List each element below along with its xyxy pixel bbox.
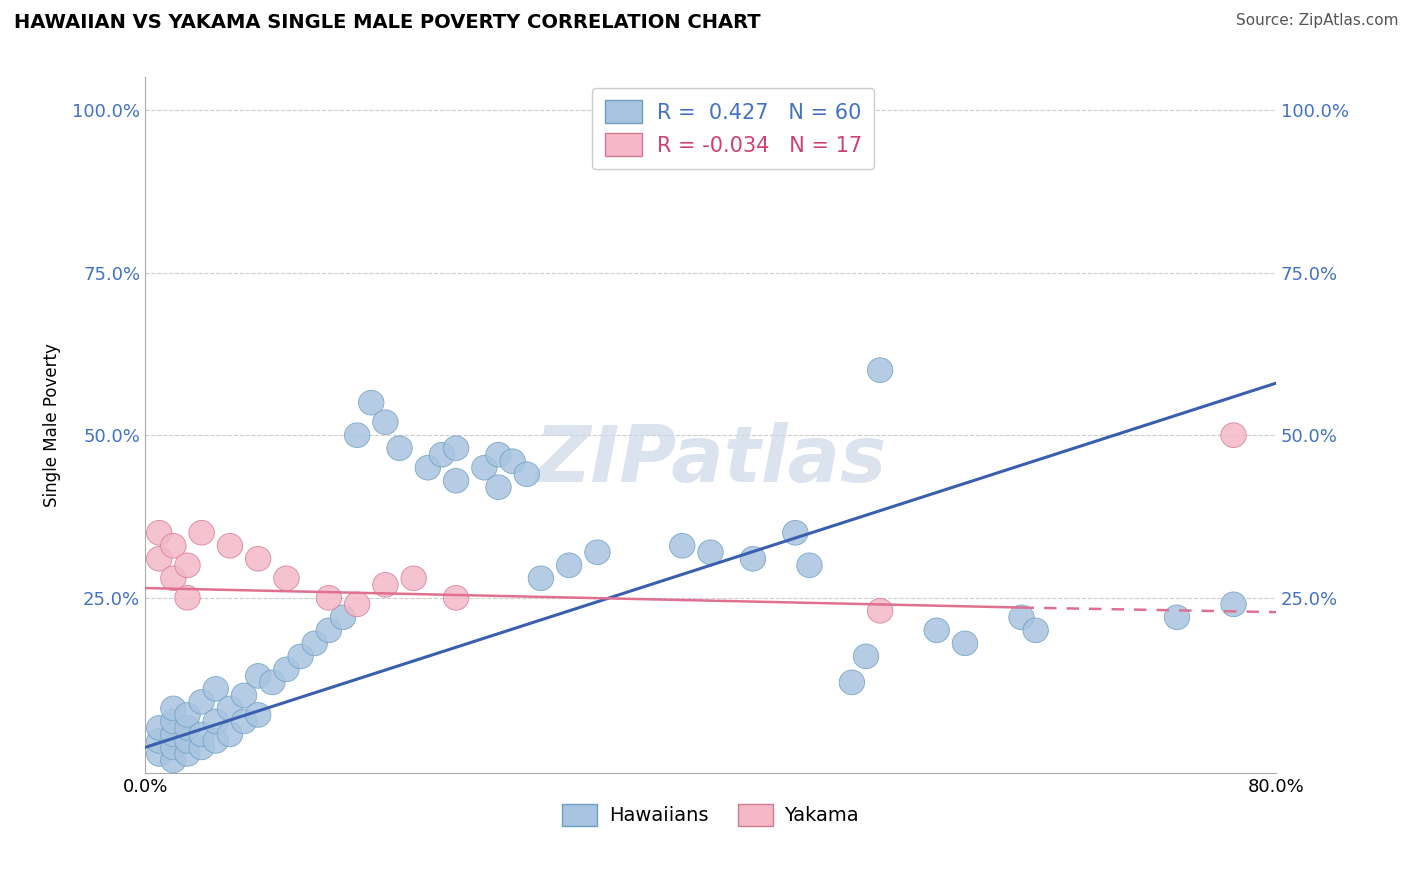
Ellipse shape bbox=[669, 533, 695, 558]
Ellipse shape bbox=[188, 520, 214, 545]
Ellipse shape bbox=[217, 722, 243, 747]
Ellipse shape bbox=[160, 735, 186, 760]
Ellipse shape bbox=[401, 566, 426, 591]
Ellipse shape bbox=[160, 533, 186, 558]
Ellipse shape bbox=[1220, 423, 1246, 448]
Ellipse shape bbox=[160, 709, 186, 734]
Ellipse shape bbox=[202, 676, 229, 701]
Ellipse shape bbox=[246, 547, 271, 571]
Ellipse shape bbox=[146, 547, 172, 571]
Ellipse shape bbox=[485, 475, 512, 500]
Ellipse shape bbox=[274, 657, 299, 681]
Legend: Hawaiians, Yakama: Hawaiians, Yakama bbox=[554, 797, 866, 833]
Ellipse shape bbox=[585, 540, 610, 565]
Ellipse shape bbox=[373, 573, 398, 597]
Ellipse shape bbox=[202, 709, 229, 734]
Ellipse shape bbox=[288, 644, 314, 669]
Ellipse shape bbox=[316, 585, 342, 610]
Ellipse shape bbox=[246, 703, 271, 727]
Ellipse shape bbox=[260, 670, 285, 695]
Ellipse shape bbox=[557, 553, 582, 578]
Ellipse shape bbox=[697, 540, 723, 565]
Ellipse shape bbox=[174, 715, 200, 740]
Ellipse shape bbox=[740, 547, 766, 571]
Ellipse shape bbox=[174, 553, 200, 578]
Ellipse shape bbox=[485, 442, 512, 467]
Text: Source: ZipAtlas.com: Source: ZipAtlas.com bbox=[1236, 13, 1399, 29]
Ellipse shape bbox=[797, 553, 823, 578]
Ellipse shape bbox=[330, 605, 356, 630]
Y-axis label: Single Male Poverty: Single Male Poverty bbox=[44, 343, 60, 508]
Ellipse shape bbox=[373, 409, 398, 434]
Ellipse shape bbox=[160, 748, 186, 772]
Ellipse shape bbox=[1220, 592, 1246, 616]
Ellipse shape bbox=[868, 599, 893, 624]
Ellipse shape bbox=[515, 462, 540, 486]
Ellipse shape bbox=[344, 592, 370, 616]
Ellipse shape bbox=[146, 520, 172, 545]
Ellipse shape bbox=[174, 729, 200, 753]
Text: ZIPatlas: ZIPatlas bbox=[534, 422, 887, 499]
Ellipse shape bbox=[146, 729, 172, 753]
Ellipse shape bbox=[924, 618, 949, 643]
Ellipse shape bbox=[217, 696, 243, 721]
Ellipse shape bbox=[853, 644, 879, 669]
Ellipse shape bbox=[232, 709, 257, 734]
Ellipse shape bbox=[316, 618, 342, 643]
Ellipse shape bbox=[232, 683, 257, 707]
Ellipse shape bbox=[1164, 605, 1189, 630]
Ellipse shape bbox=[202, 729, 229, 753]
Ellipse shape bbox=[1024, 618, 1049, 643]
Ellipse shape bbox=[1008, 605, 1035, 630]
Ellipse shape bbox=[868, 358, 893, 383]
Ellipse shape bbox=[274, 566, 299, 591]
Ellipse shape bbox=[501, 449, 526, 474]
Ellipse shape bbox=[174, 585, 200, 610]
Ellipse shape bbox=[415, 455, 440, 480]
Ellipse shape bbox=[160, 722, 186, 747]
Ellipse shape bbox=[160, 566, 186, 591]
Ellipse shape bbox=[188, 690, 214, 714]
Ellipse shape bbox=[344, 423, 370, 448]
Ellipse shape bbox=[302, 631, 328, 656]
Ellipse shape bbox=[387, 436, 412, 460]
Ellipse shape bbox=[146, 715, 172, 740]
Ellipse shape bbox=[783, 520, 808, 545]
Ellipse shape bbox=[471, 455, 498, 480]
Ellipse shape bbox=[443, 585, 468, 610]
Ellipse shape bbox=[174, 741, 200, 766]
Ellipse shape bbox=[839, 670, 865, 695]
Ellipse shape bbox=[246, 664, 271, 689]
Ellipse shape bbox=[188, 722, 214, 747]
Ellipse shape bbox=[443, 436, 468, 460]
Ellipse shape bbox=[217, 533, 243, 558]
Ellipse shape bbox=[188, 735, 214, 760]
Ellipse shape bbox=[146, 741, 172, 766]
Ellipse shape bbox=[529, 566, 554, 591]
Ellipse shape bbox=[174, 703, 200, 727]
Ellipse shape bbox=[443, 468, 468, 493]
Ellipse shape bbox=[359, 391, 384, 415]
Ellipse shape bbox=[429, 442, 454, 467]
Text: HAWAIIAN VS YAKAMA SINGLE MALE POVERTY CORRELATION CHART: HAWAIIAN VS YAKAMA SINGLE MALE POVERTY C… bbox=[14, 13, 761, 32]
Ellipse shape bbox=[160, 696, 186, 721]
Ellipse shape bbox=[952, 631, 977, 656]
